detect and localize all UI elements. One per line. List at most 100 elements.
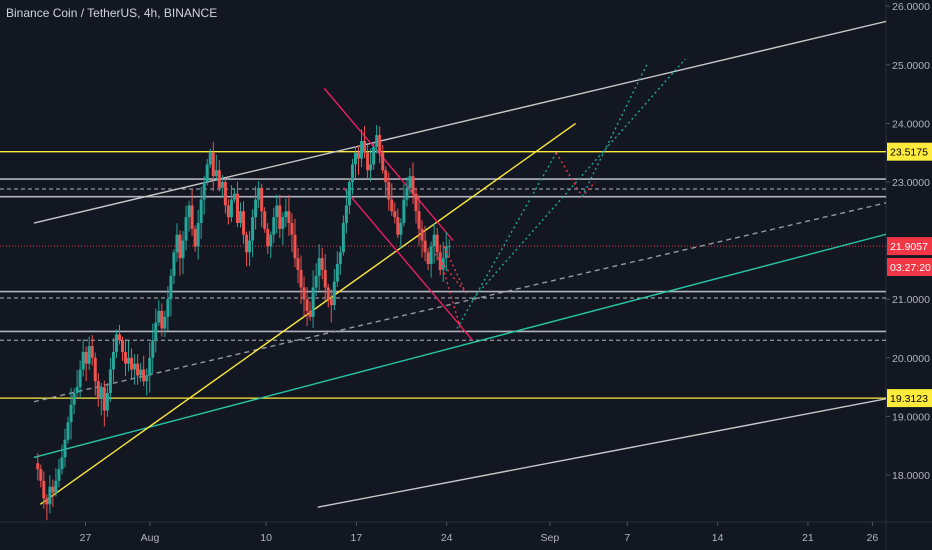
candle-body: [99, 387, 103, 399]
chart-title: Binance Coin / TetherUS, 4h, BINANCE: [6, 6, 218, 20]
candle-body: [375, 135, 379, 147]
candle-body: [417, 211, 421, 229]
trend-line-red-channel-lower: [342, 187, 474, 341]
candle-body: [435, 234, 439, 253]
price-label-text: 23.5175: [890, 147, 928, 159]
trend-line-red-channel-upper: [323, 87, 454, 242]
price-label-box: [887, 237, 932, 256]
candle-body: [257, 187, 261, 200]
candle-body: [111, 351, 115, 370]
candle-body: [384, 170, 388, 182]
x-tick-label: Aug: [141, 532, 160, 544]
candle-body: [60, 457, 64, 470]
candle-body: [447, 246, 451, 248]
candle-body: [232, 193, 236, 200]
candle-body: [320, 258, 324, 270]
candle-body: [366, 152, 370, 171]
price-label-box: [887, 389, 932, 408]
candle-body: [335, 264, 339, 282]
candle-body: [441, 258, 445, 270]
candle-body: [369, 164, 373, 171]
candle-body: [133, 363, 137, 370]
candle-body: [160, 310, 164, 329]
candle-body: [387, 182, 391, 200]
candle-body: [202, 182, 206, 200]
trend-line-channel-upper: [33, 20, 886, 224]
candle-body: [72, 392, 76, 405]
candle-body: [69, 404, 73, 423]
candle-body: [223, 182, 227, 206]
candle-body: [51, 486, 55, 493]
candle-body: [399, 223, 403, 235]
candle-body: [317, 258, 321, 276]
candle-body: [87, 346, 91, 364]
price-label-box: [887, 142, 932, 161]
candle-body: [347, 182, 351, 206]
candle-body: [329, 299, 333, 306]
candle-body: [63, 439, 67, 458]
y-tick-label: 24.0000: [892, 118, 930, 130]
x-tick-label: 10: [260, 532, 272, 544]
candle-body: [54, 480, 58, 493]
price-label-text: 21.9057: [890, 241, 928, 253]
candle-body: [66, 422, 70, 440]
trend-line-channel-lower: [317, 398, 886, 508]
candle-body: [272, 217, 276, 235]
candle-body: [127, 357, 131, 364]
candle-body: [90, 346, 94, 358]
candle-body: [205, 164, 209, 182]
candle-body: [296, 258, 300, 270]
candle-body: [242, 211, 246, 235]
candle-body: [108, 369, 112, 393]
candle-body: [381, 152, 385, 171]
y-tick-label: 18.0000: [892, 470, 930, 482]
candle-body: [302, 287, 306, 300]
price-label: 03:27:20: [887, 257, 932, 276]
candle-body: [284, 211, 288, 218]
projection-green-up-long: [471, 58, 686, 300]
candle-body: [84, 351, 88, 364]
price-label-text: 19.3123: [890, 393, 928, 405]
candle-body: [245, 234, 249, 253]
candle-body: [353, 152, 357, 165]
candle-body: [411, 176, 415, 194]
price-label-box: [887, 257, 932, 276]
candle-body: [432, 234, 436, 247]
candle-body: [181, 240, 185, 259]
candle-body: [166, 299, 170, 317]
candle-body: [184, 217, 188, 241]
candle-body: [211, 152, 215, 177]
projection-red-down-short: [433, 246, 467, 294]
candle-body: [305, 299, 309, 311]
candle-body: [350, 164, 354, 182]
candle-body: [136, 363, 140, 376]
candle-body: [372, 146, 376, 165]
candle-body: [429, 246, 433, 265]
candle-body: [193, 228, 197, 247]
candle-body: [81, 351, 85, 370]
candle-body: [360, 140, 364, 159]
candle-body: [311, 287, 315, 317]
candle-body: [299, 269, 303, 288]
candle-body: [120, 340, 124, 352]
candle-body: [36, 463, 40, 470]
projection-red-pullback: [555, 152, 596, 198]
candle-body: [217, 170, 221, 188]
candle-body: [308, 310, 312, 317]
candle-body: [238, 211, 242, 224]
candle-body: [390, 199, 394, 212]
candle-body: [96, 381, 100, 399]
candle-body: [142, 369, 146, 382]
candle-body: [208, 152, 212, 165]
candle-body: [426, 252, 430, 265]
trend-line-yellow-uptrend: [39, 122, 577, 505]
candle-body: [396, 217, 400, 235]
candle-body: [332, 281, 336, 306]
candle-body: [117, 334, 121, 341]
candle-body: [105, 392, 109, 411]
x-tick-label: 27: [80, 532, 92, 544]
candle-body: [323, 269, 327, 288]
y-tick-label: 19.0000: [892, 411, 930, 423]
y-tick-label: 26.0000: [892, 1, 930, 13]
